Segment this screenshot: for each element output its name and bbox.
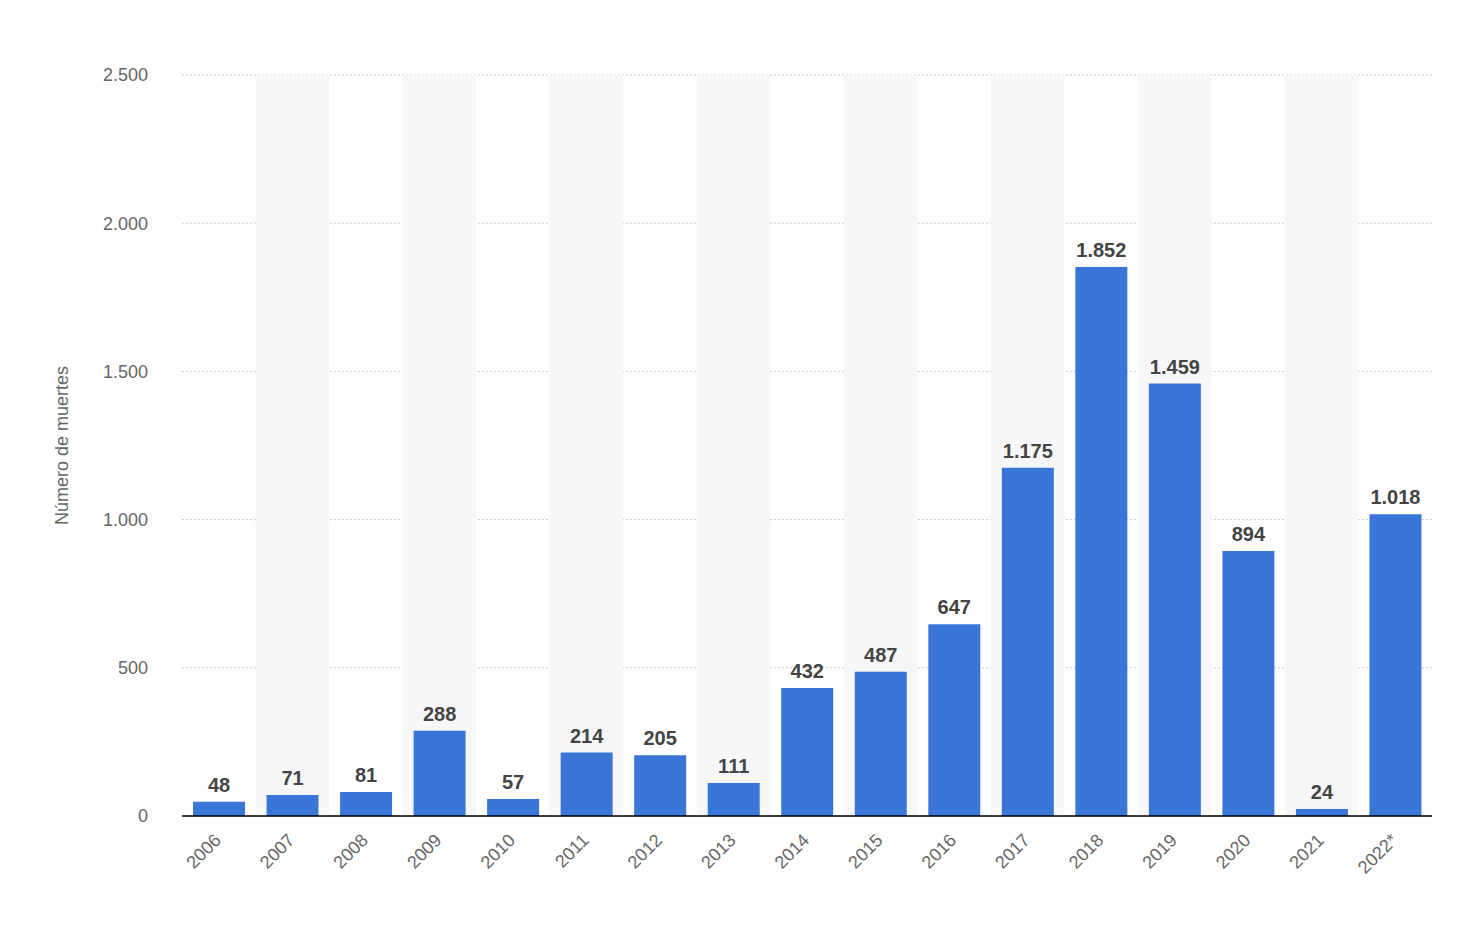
svg-text:2013: 2013 <box>697 830 739 872</box>
svg-text:894: 894 <box>1232 523 1266 545</box>
svg-text:2012: 2012 <box>624 830 666 872</box>
svg-text:500: 500 <box>118 658 148 678</box>
svg-text:2019: 2019 <box>1138 830 1180 872</box>
svg-text:2017: 2017 <box>991 830 1033 872</box>
svg-text:2016: 2016 <box>918 830 960 872</box>
svg-text:2014: 2014 <box>771 830 813 872</box>
svg-text:81: 81 <box>355 764 377 786</box>
svg-text:647: 647 <box>938 596 971 618</box>
svg-text:2022*: 2022* <box>1354 830 1401 877</box>
svg-text:2015: 2015 <box>844 830 886 872</box>
svg-text:2009: 2009 <box>403 830 445 872</box>
svg-text:24: 24 <box>1311 781 1334 803</box>
svg-text:2011: 2011 <box>551 830 593 872</box>
svg-text:288: 288 <box>423 703 456 725</box>
svg-text:0: 0 <box>138 806 148 826</box>
svg-text:487: 487 <box>864 644 897 666</box>
svg-text:432: 432 <box>791 660 824 682</box>
svg-text:2008: 2008 <box>330 830 372 872</box>
svg-text:2010: 2010 <box>477 830 519 872</box>
svg-text:57: 57 <box>502 771 524 793</box>
svg-text:1.852: 1.852 <box>1076 239 1126 261</box>
svg-text:1.459: 1.459 <box>1150 356 1200 378</box>
svg-text:2021: 2021 <box>1285 830 1327 872</box>
svg-text:2.500: 2.500 <box>103 65 148 85</box>
svg-text:111: 111 <box>718 755 749 777</box>
svg-text:71: 71 <box>281 767 303 789</box>
svg-text:214: 214 <box>570 725 604 747</box>
svg-text:2020: 2020 <box>1212 830 1254 872</box>
svg-text:205: 205 <box>643 727 676 749</box>
svg-text:48: 48 <box>208 774 230 796</box>
svg-text:1.500: 1.500 <box>103 362 148 382</box>
svg-text:2.000: 2.000 <box>103 214 148 234</box>
svg-text:2006: 2006 <box>182 830 224 872</box>
svg-text:1.175: 1.175 <box>1003 440 1053 462</box>
svg-text:1.018: 1.018 <box>1370 486 1420 508</box>
svg-text:2018: 2018 <box>1065 830 1107 872</box>
svg-text:Número de muertes: Número de muertes <box>52 366 72 525</box>
svg-text:1.000: 1.000 <box>103 510 148 530</box>
svg-text:2007: 2007 <box>256 830 298 872</box>
